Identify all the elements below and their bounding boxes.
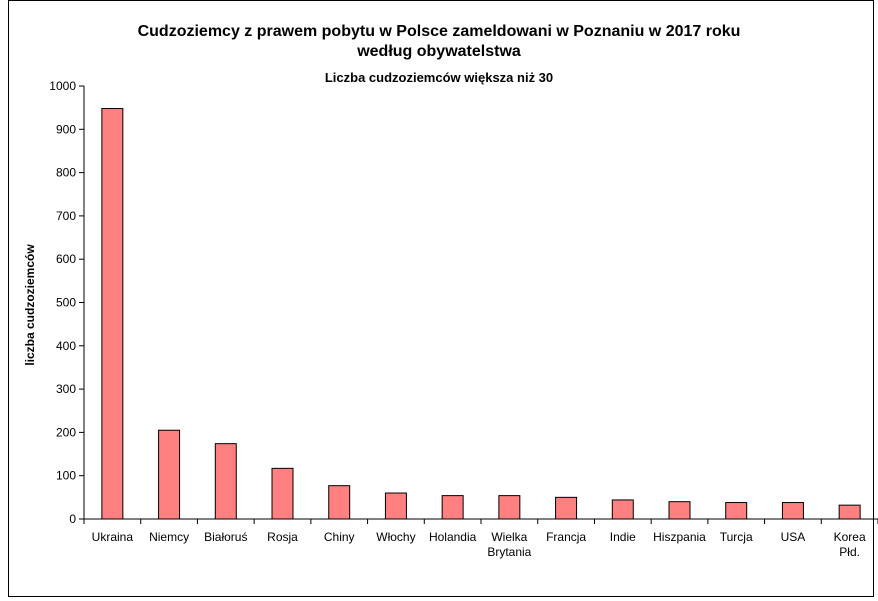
bar <box>328 485 351 520</box>
x-tick-label: Francja <box>546 530 586 544</box>
x-tick-label: Chiny <box>324 530 355 544</box>
bar <box>384 492 407 520</box>
y-axis: 0 100 200 300 400 500 600 700 800 900 1000 <box>49 79 85 526</box>
x-tick-label: Korea <box>834 530 866 544</box>
bar <box>441 495 464 520</box>
y-tick-label: 400 <box>56 339 76 353</box>
x-tick-label: Hiszpania <box>653 530 706 544</box>
y-tick-label: 800 <box>56 166 76 180</box>
x-tick-label: Turcja <box>720 530 753 544</box>
x-tick-label: Indie <box>610 530 636 544</box>
y-tick-label: 100 <box>56 469 76 483</box>
x-tick-label: Holandia <box>429 530 477 544</box>
bar <box>781 502 804 520</box>
x-tick-label: USA <box>781 530 806 544</box>
bar <box>101 108 124 520</box>
chart-title: Cudzoziemcy z prawem pobytu w Polsce zam… <box>137 23 741 40</box>
y-tick-label: 1000 <box>49 79 76 93</box>
bar <box>668 501 691 520</box>
y-tick-label: 500 <box>56 296 76 310</box>
chart-frame <box>8 0 874 597</box>
bars <box>101 108 861 520</box>
y-tick-label: 600 <box>56 252 76 266</box>
bar <box>498 495 521 520</box>
x-tick-label: Niemcy <box>149 530 189 544</box>
bar <box>611 499 634 520</box>
y-tick-label: 0 <box>69 512 76 526</box>
bar <box>725 502 748 520</box>
x-tick-label: Brytania <box>487 545 531 559</box>
y-tick-label: 700 <box>56 209 76 223</box>
chart-title-line2: według obywatelstwa <box>357 43 521 60</box>
x-tick-label: Białoruś <box>204 530 247 544</box>
bar <box>838 504 861 520</box>
x-axis: Ukraina Niemcy Białoruś Rosja Chiny Włochy Hol… <box>83 518 878 559</box>
y-tick-label: 200 <box>56 425 76 439</box>
bar <box>271 467 294 520</box>
x-tick-label: Ukraina <box>92 530 134 544</box>
bar <box>555 496 578 520</box>
bar <box>158 429 181 520</box>
x-tick-label: Włochy <box>376 530 415 544</box>
x-tick-label: Wielka <box>491 530 527 544</box>
x-tick-label: Rosja <box>267 530 298 544</box>
x-tick-label: Płd. <box>839 545 860 559</box>
y-tick-label: 300 <box>56 382 76 396</box>
y-tick-label: 900 <box>56 122 76 136</box>
bar <box>214 443 237 520</box>
chart-subtitle: Liczba cudzoziemców większa niż 30 <box>324 70 554 85</box>
